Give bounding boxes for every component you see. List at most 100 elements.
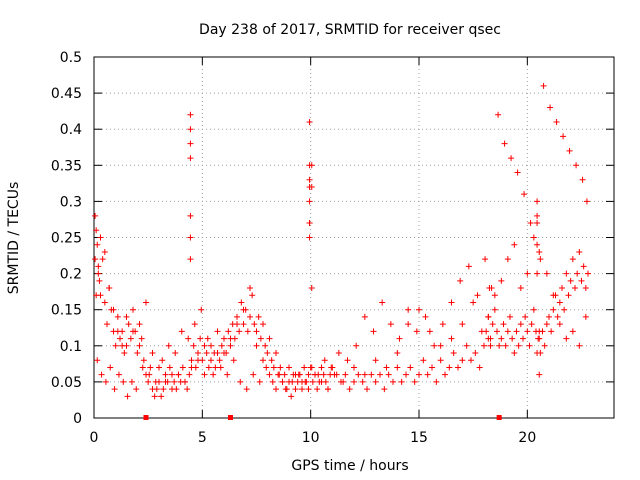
data-point xyxy=(302,378,309,385)
data-point xyxy=(543,270,550,277)
data-point xyxy=(114,313,121,320)
data-point xyxy=(92,256,99,263)
data-point xyxy=(346,386,353,393)
data-point xyxy=(394,364,401,371)
data-point xyxy=(459,357,466,364)
data-point xyxy=(504,256,511,263)
data-point xyxy=(527,220,534,227)
data-point xyxy=(216,357,223,364)
data-point xyxy=(146,371,153,378)
data-point xyxy=(580,263,587,270)
data-point xyxy=(260,321,266,328)
data-point xyxy=(187,212,194,219)
data-point xyxy=(517,321,524,328)
data-point xyxy=(160,386,167,393)
data-point xyxy=(237,378,244,385)
data-point xyxy=(292,386,299,393)
data-point xyxy=(528,321,535,328)
data-point xyxy=(431,342,438,349)
data-point xyxy=(474,292,481,299)
data-point xyxy=(136,321,143,328)
data-point xyxy=(530,306,537,313)
data-point xyxy=(102,378,109,385)
data-point xyxy=(289,378,296,385)
data-point xyxy=(520,335,526,342)
data-point xyxy=(182,378,188,385)
data-point xyxy=(187,140,194,147)
data-point xyxy=(93,292,100,299)
data-point xyxy=(398,378,405,385)
x-tick-label: 0 xyxy=(90,430,99,446)
data-point xyxy=(379,299,386,306)
data-point xyxy=(169,371,175,378)
data-point xyxy=(119,342,126,349)
data-point xyxy=(372,357,379,364)
data-point xyxy=(211,350,218,357)
data-point xyxy=(186,371,193,378)
data-point xyxy=(243,386,250,393)
data-point xyxy=(96,277,103,284)
data-point xyxy=(407,364,414,371)
data-point xyxy=(162,378,169,385)
data-point xyxy=(455,364,461,371)
y-tick-label: 0 xyxy=(73,411,82,427)
data-point xyxy=(221,335,227,342)
data-point xyxy=(396,335,403,342)
data-series xyxy=(92,82,591,400)
data-point xyxy=(576,248,583,255)
data-point xyxy=(522,313,529,320)
data-point xyxy=(308,285,315,292)
data-point xyxy=(536,328,543,335)
data-point xyxy=(106,285,113,292)
data-point xyxy=(92,212,99,219)
data-point xyxy=(197,335,204,342)
y-tick-label: 0.2 xyxy=(60,267,82,283)
data-point xyxy=(470,299,477,306)
data-point xyxy=(429,364,435,371)
data-point xyxy=(501,140,508,147)
data-point xyxy=(511,350,518,357)
data-point xyxy=(524,328,531,335)
data-point xyxy=(250,371,257,378)
data-point xyxy=(576,342,583,349)
data-point xyxy=(205,364,212,371)
data-point xyxy=(569,256,576,263)
data-point xyxy=(187,126,194,133)
data-point xyxy=(563,335,570,342)
y-axis: 0 0.05 0.1 0.15 0.2 0.25 0.3 0.35 0.4 0.45 0.5 xyxy=(51,50,614,427)
data-point xyxy=(227,342,234,349)
data-point xyxy=(507,313,513,320)
data-point xyxy=(121,350,128,357)
data-point xyxy=(569,328,576,335)
data-point xyxy=(151,393,158,400)
data-point xyxy=(390,378,396,385)
data-point xyxy=(99,256,106,263)
data-point xyxy=(563,270,570,277)
y-tick-label: 0.1 xyxy=(60,339,82,355)
data-point xyxy=(130,306,136,313)
data-point xyxy=(268,357,275,364)
data-point xyxy=(249,292,256,299)
data-point xyxy=(306,220,313,227)
data-point xyxy=(364,386,370,393)
data-point xyxy=(554,313,561,320)
data-point xyxy=(383,364,390,371)
data-point xyxy=(94,357,101,364)
data-point xyxy=(370,328,377,335)
data-point xyxy=(114,328,121,335)
data-point xyxy=(487,342,494,349)
data-point xyxy=(128,378,135,385)
data-point xyxy=(136,342,143,349)
data-point xyxy=(172,350,179,357)
data-point xyxy=(318,378,325,385)
y-tick-label: 0.05 xyxy=(51,375,82,391)
data-point xyxy=(204,335,211,342)
data-point xyxy=(308,183,315,190)
data-point xyxy=(187,155,194,162)
data-point xyxy=(286,364,292,371)
data-point xyxy=(95,270,102,277)
data-point xyxy=(165,342,172,349)
data-point xyxy=(321,357,328,364)
data-point xyxy=(442,371,448,378)
